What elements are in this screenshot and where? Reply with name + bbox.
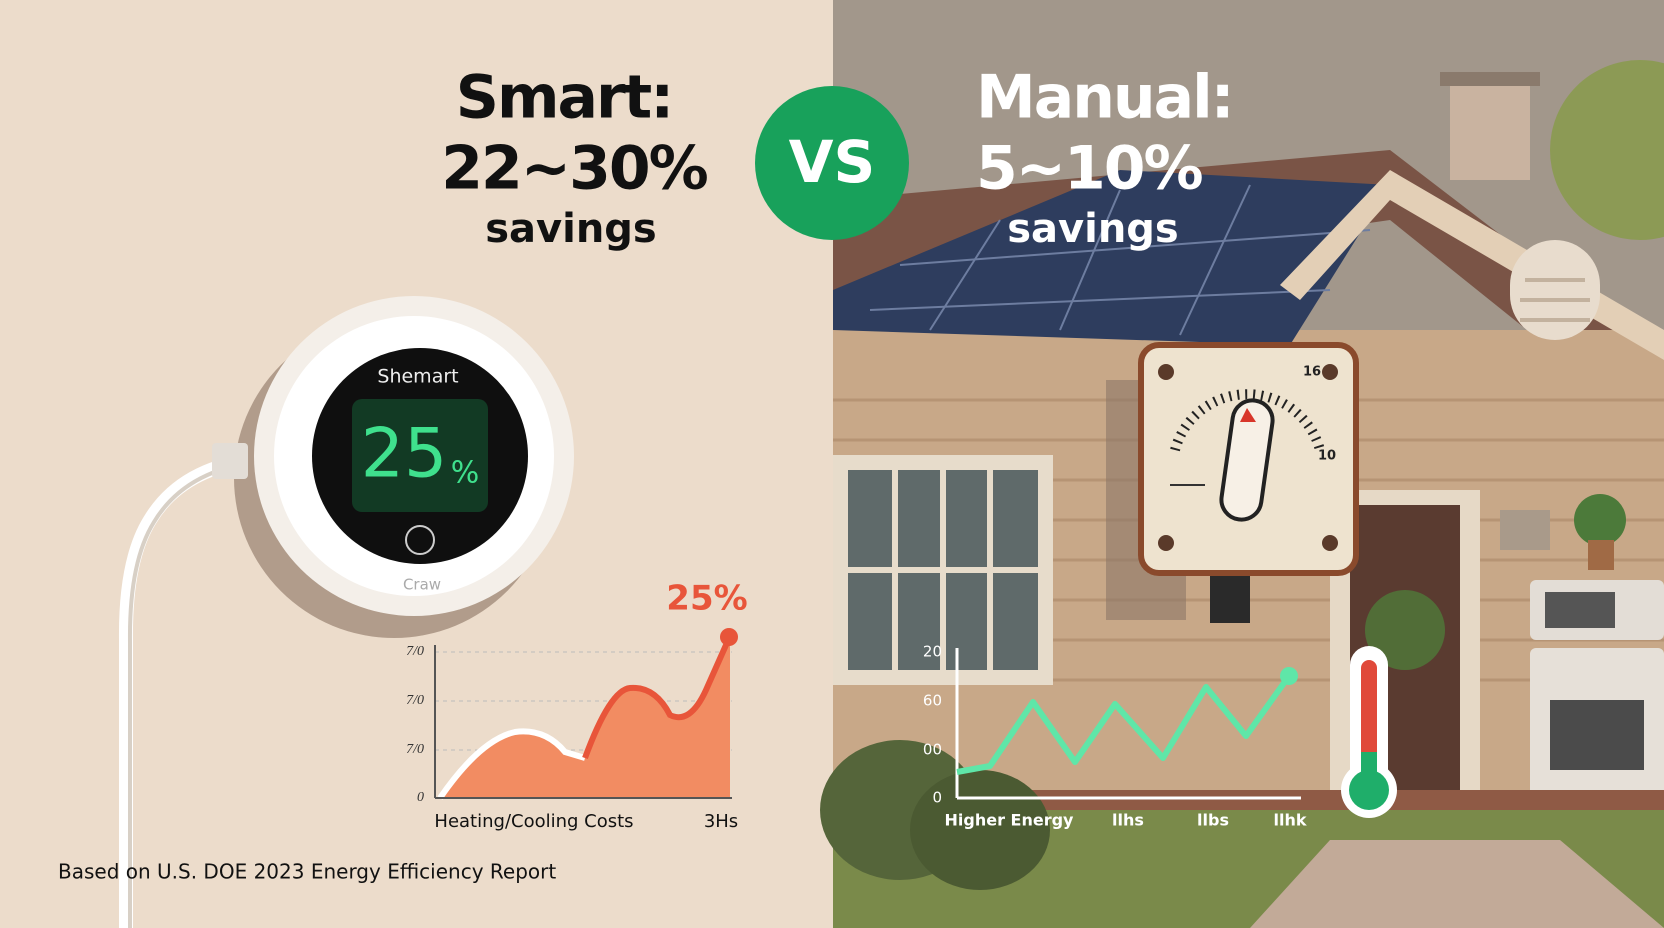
smart-heading: Smart:	[456, 63, 673, 133]
chart-callout: 25%	[666, 579, 747, 619]
dial-label: 10	[1318, 449, 1336, 464]
decoration-g	[848, 470, 1038, 670]
energy-chart: 20 60 00 0 Higher Energy llhs llbs llhk	[923, 643, 1307, 830]
y-tick-label: 20	[923, 643, 942, 661]
decoration-line	[1059, 189, 1121, 331]
smart-savings: savings	[485, 206, 657, 252]
y-tick-label: 00	[923, 741, 942, 759]
decoration-circle	[1322, 535, 1338, 551]
decoration-rect	[1361, 660, 1377, 780]
source-note: Based on U.S. DOE 2023 Energy Efficiency…	[58, 860, 556, 884]
decoration-ellipse	[910, 770, 1050, 890]
decoration-circle	[1550, 60, 1664, 240]
decoration-circle	[405, 525, 435, 555]
decoration-circle	[1158, 364, 1174, 380]
vs-label: VS	[789, 128, 876, 196]
decoration-path	[118, 453, 252, 928]
decoration-circle	[1574, 494, 1626, 546]
decoration-circle	[1365, 590, 1445, 670]
y-tick-label: 60	[923, 692, 942, 710]
decoration-rect	[1510, 240, 1600, 340]
decoration-rect	[212, 443, 248, 479]
decoration-path	[1170, 389, 1325, 452]
thermostat-brand: Shemart	[377, 366, 458, 388]
cost-chart: 25% 7/0 7/0 7/0 0 Heating/Cooling Costs …	[406, 579, 748, 833]
y-tick-label: 7/0	[406, 742, 424, 757]
decoration-path	[582, 634, 733, 760]
manual-savings: savings	[1007, 206, 1179, 252]
decoration-rect	[352, 399, 488, 512]
decoration-polygon	[833, 170, 1390, 345]
decoration-rect	[1450, 80, 1530, 180]
x-tick-label: llbs	[1197, 811, 1229, 830]
decoration-g	[869, 184, 1371, 336]
decoration-line	[899, 229, 1371, 266]
decoration-rect	[1545, 592, 1615, 628]
decoration-rect	[1219, 398, 1275, 522]
decoration-line	[929, 219, 1001, 331]
thermostat-unit: %	[451, 456, 480, 491]
x-tick-label: llhs	[1112, 811, 1144, 830]
y-tick-label: 0	[417, 790, 424, 805]
manual-percent: 5~10%	[976, 134, 1203, 204]
smart-percent: 22~30%	[441, 134, 707, 204]
decoration-rect	[1550, 700, 1644, 770]
x-tick-label: llhk	[1274, 811, 1307, 830]
thermostat-footer: Craw	[403, 576, 441, 594]
y-tick-label: 7/0	[406, 693, 424, 708]
decoration-rect	[1440, 72, 1540, 86]
decoration-path	[440, 636, 730, 798]
manual-thermostat: 16 10	[1106, 342, 1359, 623]
x-axis-end-label: 3Hs	[704, 811, 738, 832]
manual-heading: Manual:	[976, 63, 1233, 133]
decoration-polyline	[956, 674, 1292, 775]
decoration-circle	[720, 628, 738, 646]
x-axis-label: Heating/Cooling Costs	[434, 811, 633, 832]
decoration-polygon	[1250, 840, 1664, 928]
decoration-polygon	[1240, 408, 1256, 422]
decoration-g	[1520, 278, 1590, 322]
decoration-path	[437, 728, 586, 800]
vs-badge	[755, 86, 909, 240]
smart-thermostat: Shemart 25 % Craw	[118, 296, 574, 928]
decoration-circle	[1349, 770, 1389, 810]
decoration-line	[1179, 184, 1251, 336]
decoration-rect	[1588, 540, 1614, 570]
decoration-rect	[1361, 752, 1377, 782]
decoration-circle	[1280, 667, 1298, 685]
y-tick-label: 0	[932, 789, 942, 807]
y-tick-label: 7/0	[406, 644, 424, 659]
dial-label: 16	[1303, 365, 1321, 380]
decoration-circle	[1158, 535, 1174, 551]
x-tick-label: Higher Energy	[945, 811, 1075, 830]
decoration-circle	[1322, 364, 1338, 380]
decoration-line	[869, 289, 1331, 311]
decoration-rect	[1210, 573, 1250, 623]
decoration-rect	[1500, 510, 1550, 550]
thermometer	[1341, 646, 1397, 818]
thermostat-reading: 25	[361, 415, 448, 494]
